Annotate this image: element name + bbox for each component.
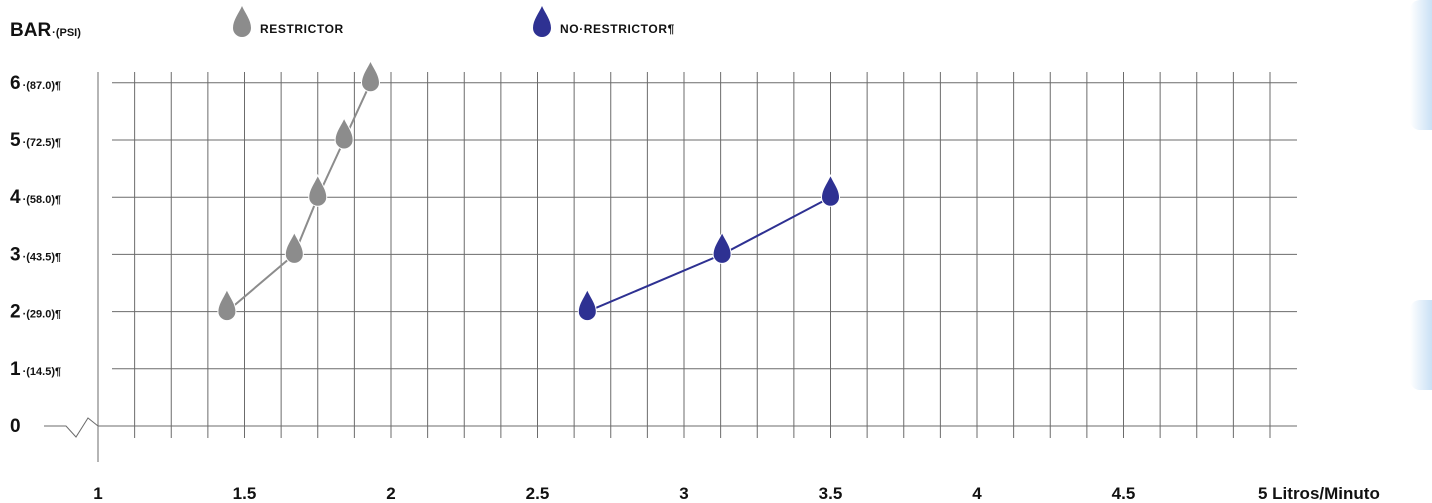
decorative-glow-top — [1410, 0, 1432, 130]
legend-item: NO·RESTRICTOR¶ — [533, 6, 675, 37]
x-tick-label: 2 — [386, 484, 395, 503]
decorative-glow-bottom — [1410, 300, 1432, 390]
x-tick-label: 1.5 — [233, 484, 257, 503]
y-tick-label: 2 ·(29.0)¶ — [10, 302, 61, 323]
y-tick-label: 6 ·(87.0)¶ — [10, 73, 61, 94]
y-tick-label: 3 ·(43.5)¶ — [10, 244, 61, 265]
labels: 0 1 ·(14.5)¶ 2 ·(29.0)¶ 3 ·(43.5)¶ 4 ·(58.0)¶ 5 ·(… — [10, 20, 1380, 503]
x-tick-label: 3.5 — [819, 484, 843, 503]
legend: RESTRICTOR NO·RESTRICTOR¶ — [233, 6, 675, 37]
data-point-drop-marker — [284, 231, 304, 264]
y-tick-label: 0 — [10, 416, 21, 437]
axes — [44, 72, 1297, 462]
legend-item: RESTRICTOR — [233, 6, 344, 37]
x-tick-label: 4.5 — [1112, 484, 1136, 503]
data-point-drop-marker — [217, 288, 237, 322]
legend-label: RESTRICTOR — [260, 22, 344, 36]
legend-label: NO·RESTRICTOR¶ — [560, 22, 675, 36]
series-restrictor — [217, 59, 380, 322]
x-tick-label: 1 — [93, 484, 102, 503]
legend-drop-icon — [233, 6, 251, 37]
y-tick-label: 1 ·(14.5)¶ — [10, 359, 61, 380]
data-point-drop-marker — [577, 288, 597, 322]
data-point-drop-marker — [308, 173, 328, 207]
x-tick-label: 2.5 — [526, 484, 550, 503]
data-point-drop-marker — [334, 116, 354, 150]
data-point-drop-marker — [712, 231, 732, 264]
data-point-drop-marker — [820, 173, 841, 207]
y-tick-label: 5 ·(72.5)¶ — [10, 130, 61, 151]
x-tick-label: 4 — [972, 484, 982, 503]
axis-break-squiggle — [44, 417, 99, 438]
y-axis-title: BAR·(PSI) — [10, 20, 81, 41]
x-tick-label: 5 Litros/Minuto — [1258, 484, 1380, 503]
series — [217, 59, 841, 322]
x-tick-label: 3 — [679, 484, 688, 503]
series-no-restrictor — [577, 173, 841, 322]
y-tick-label: 4 ·(58.0)¶ — [10, 187, 61, 208]
legend-drop-icon — [533, 6, 551, 37]
grid — [112, 72, 1297, 438]
data-point-drop-marker — [360, 59, 380, 93]
